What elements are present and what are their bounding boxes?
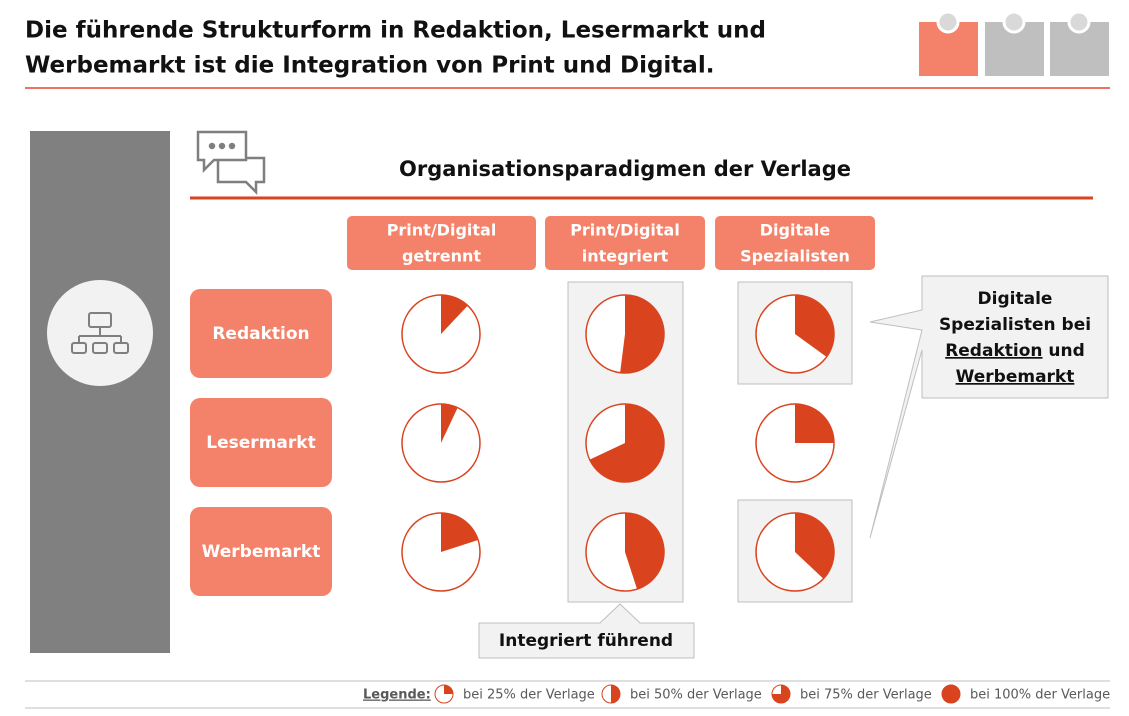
column-header-text: integriert — [582, 247, 669, 266]
legend-label: bei 50% der Verlage — [630, 688, 762, 703]
logo — [919, 10, 1109, 76]
callout-text: Spezialisten bei — [939, 315, 1091, 335]
callout-text: Werbemarkt — [956, 367, 1075, 387]
bottom-callout-text: Integriert führend — [499, 631, 673, 651]
pie-slice — [795, 404, 834, 443]
legend-label: bei 25% der Verlage — [463, 688, 595, 703]
pie-slice — [444, 685, 453, 694]
column-header — [715, 216, 875, 270]
column-header-text: Spezialisten — [740, 247, 850, 266]
bottom-callout — [478, 603, 695, 659]
column-header-text: Print/Digital — [570, 221, 680, 240]
pie-slice — [611, 685, 620, 703]
callout-text-part: und — [1048, 341, 1084, 361]
column-header-text: getrennt — [402, 247, 481, 266]
column-header-text: Print/Digital — [387, 221, 497, 240]
chat-icon — [196, 130, 266, 196]
column-header — [347, 216, 536, 270]
side-bar — [30, 131, 170, 653]
callout-text: Redaktion und — [945, 341, 1085, 361]
pie-slice — [441, 295, 468, 334]
callout-text-part: Digitale — [978, 289, 1053, 309]
section-title: Organisationsparadigmen der Verlage — [399, 157, 851, 181]
pie-slice — [589, 404, 664, 482]
legend-label: bei 75% der Verlage — [800, 688, 932, 703]
title: Werbemarkt ist die Integration von Print… — [25, 53, 714, 79]
callout — [869, 275, 1109, 539]
callout-text-part: Werbemarkt — [956, 367, 1075, 387]
pie-slice — [441, 513, 479, 552]
row-header-text: Werbemarkt — [202, 542, 321, 562]
pie-slice — [795, 513, 834, 579]
callout-text: Digitale — [978, 289, 1053, 309]
org-icon — [71, 312, 129, 354]
legend-title: Legende: — [363, 688, 431, 703]
pie-slice — [441, 404, 458, 443]
pie-slice — [625, 513, 664, 590]
pie-slice — [795, 295, 834, 357]
callout-text-part: Redaktion — [945, 341, 1042, 361]
pie-slice — [942, 685, 960, 703]
row-header-text: Redaktion — [212, 324, 309, 344]
column-header-text: Digitale — [760, 221, 831, 240]
column-header — [545, 216, 705, 270]
row-header — [190, 398, 332, 487]
row-header — [190, 289, 332, 378]
title: Die führende Strukturform in Redaktion, … — [25, 18, 766, 44]
legend-label: bei 100% der Verlage — [970, 688, 1110, 703]
row-header-text: Lesermarkt — [206, 433, 315, 453]
pie-slice — [772, 685, 790, 703]
callout-text-part: Spezialisten bei — [939, 315, 1091, 335]
row-header — [190, 507, 332, 596]
pie-slice — [620, 295, 664, 373]
